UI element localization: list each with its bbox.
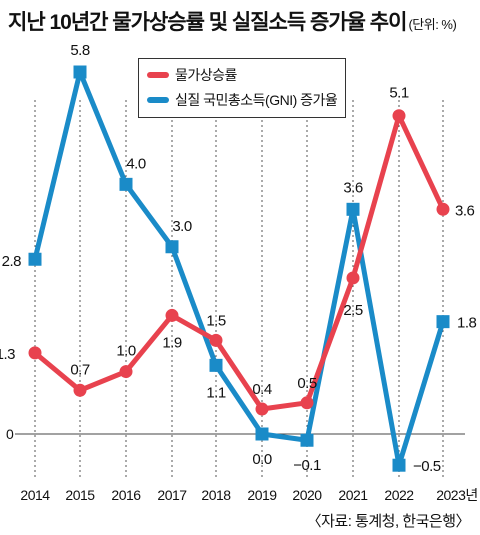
source-note: 〈자료: 통계청, 한국은행〉: [306, 513, 471, 530]
gni-label-6: −0.1: [293, 457, 321, 474]
gni-point-2: [119, 177, 133, 191]
inflation-point-3: [165, 308, 179, 322]
inflation-label-1: 0.7: [70, 361, 90, 378]
inflation-label-3: 1.9: [162, 334, 182, 351]
inflation-point-9: [436, 202, 450, 216]
inflation-label-6: 0.5: [297, 375, 317, 392]
gni-label-7: 3.6: [343, 179, 363, 196]
inflation-label-7: 2.5: [343, 302, 363, 319]
gni-label-0: 2.8: [2, 253, 22, 270]
gni-label-8: −0.5: [413, 458, 441, 475]
inflation-label-5: 0.4: [252, 381, 272, 398]
legend-swatch-gni: [147, 97, 169, 103]
gni-point-5: [255, 427, 269, 441]
x-tick-label-0: 2014: [20, 487, 50, 503]
inflation-point-7: [346, 271, 360, 285]
legend-label-gni: 실질 국민총소득(GNI) 증가율: [175, 92, 338, 108]
gni-label-9: 1.8: [457, 315, 477, 332]
x-tick-label-5: 2019: [247, 487, 277, 503]
inflation-point-5: [255, 402, 269, 416]
inflation-label-8: 5.1: [389, 85, 409, 102]
inflation-point-6: [300, 396, 314, 410]
inflation-label-9: 3.6: [455, 202, 475, 219]
gni-label-3: 3.0: [172, 218, 192, 235]
unit-label: (단위: %): [408, 17, 457, 32]
chart-title: 지난 10년간 물가상승률 및 실질소득 증가율 추이: [8, 11, 407, 34]
legend-label-inflation: 물가상승률: [175, 67, 237, 83]
gni-point-1: [73, 65, 87, 79]
series-line-1: [32, 69, 446, 468]
gni-point-8: [392, 458, 406, 472]
x-tick-label-9: 2023년: [436, 487, 478, 503]
zero-tick-label: 0: [6, 426, 14, 442]
legend-item-gni: 실질 국민총소득(GNI) 증가율: [147, 90, 338, 110]
x-tick-label-8: 2022: [384, 487, 414, 503]
x-tick-label-4: 2018: [201, 487, 231, 503]
gni-point-6: [300, 433, 314, 447]
x-tick-label-7: 2021: [338, 487, 368, 503]
inflation-point-0: [28, 346, 42, 360]
gni-point-3: [165, 240, 179, 254]
legend-item-inflation: 물가상승률: [147, 65, 237, 85]
gni-label-1: 5.8: [70, 42, 90, 59]
gni-point-0: [28, 252, 42, 266]
gni-label-5: 0.0: [252, 451, 272, 468]
legend-swatch-inflation: [147, 72, 169, 78]
inflation-label-2: 1.0: [116, 343, 136, 360]
x-tick-label-2: 2016: [111, 487, 141, 503]
gni-label-4: 1.1: [206, 384, 226, 401]
inflation-point-4: [209, 333, 223, 347]
gni-point-9: [436, 315, 450, 329]
gni-point-7: [346, 202, 360, 216]
series-line-0: [32, 113, 446, 412]
inflation-point-8: [392, 109, 406, 123]
x-tick-label-6: 2020: [292, 487, 322, 503]
legend: 물가상승률 실질 국민총소득(GNI) 증가율: [138, 58, 346, 118]
inflation-label-0: 1.3: [0, 346, 15, 363]
inflation-point-1: [73, 383, 87, 397]
chart-header: 지난 10년간 물가상승률 및 실질소득 증가율 추이 (단위: %): [8, 6, 457, 36]
gni-point-4: [209, 358, 223, 372]
x-tick-label-1: 2015: [65, 487, 95, 503]
inflation-label-4: 1.5: [206, 312, 226, 329]
inflation-point-2: [119, 365, 133, 379]
x-tick-label-3: 2017: [157, 487, 187, 503]
gni-label-2: 4.0: [126, 155, 146, 172]
